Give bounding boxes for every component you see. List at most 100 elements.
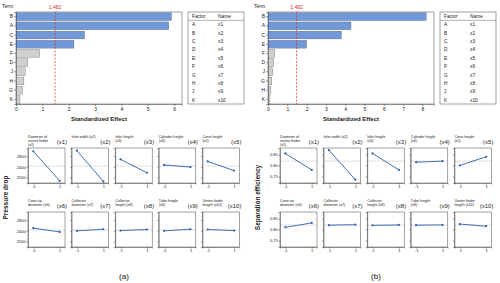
tick-mark	[14, 99, 16, 100]
reference-line	[296, 12, 297, 104]
tick: 2	[306, 104, 309, 112]
tick-mark	[27, 220, 29, 221]
plot-frame	[324, 212, 361, 247]
tick-label: G	[261, 78, 265, 84]
point	[146, 172, 148, 174]
tick: 1	[398, 183, 401, 189]
point	[119, 229, 121, 231]
tick	[114, 242, 116, 243]
tick: 2	[68, 104, 71, 112]
plot-frame	[454, 148, 491, 183]
axis	[409, 149, 411, 184]
table-cell: H	[444, 81, 448, 86]
axis: 012345678	[267, 104, 434, 112]
axis-line	[157, 213, 159, 248]
subplot: Inlet width (x2)(x2)-11	[322, 135, 363, 190]
tick-label: -1	[76, 248, 80, 253]
subplot-title: Collectorheight (x8)	[115, 199, 132, 207]
bars	[16, 12, 171, 104]
tick	[70, 156, 72, 157]
tick: 0	[267, 104, 270, 112]
tick	[114, 156, 116, 157]
plot-frame	[280, 148, 317, 183]
subplot-title: Inlet width (x2)	[324, 135, 348, 139]
bar	[16, 22, 169, 30]
point	[485, 225, 487, 227]
tick-mark	[409, 240, 411, 241]
tick: G	[9, 87, 16, 93]
tick-label: 0.85	[270, 216, 279, 221]
axis	[322, 149, 324, 184]
tick-label: -1	[415, 184, 419, 189]
table-cell: A	[444, 22, 448, 27]
subplot-title: Cone height(x5)	[454, 135, 474, 143]
tick-label: 1	[41, 106, 44, 112]
tick: A	[262, 22, 268, 28]
tick-label: 1	[355, 184, 358, 189]
tick-mark	[157, 156, 159, 157]
tick-mark	[366, 230, 368, 231]
subplot-title: Tube height(x9)	[411, 199, 430, 207]
tick	[70, 178, 72, 179]
plot-frame	[202, 148, 239, 183]
tick	[157, 231, 159, 232]
plot-frame	[159, 212, 196, 247]
tick	[201, 178, 203, 179]
tick-label: A	[262, 22, 266, 28]
table-rule	[188, 20, 244, 21]
title-line: (x4)	[411, 139, 417, 143]
tick	[322, 176, 324, 177]
tick-label: 2400	[17, 165, 27, 170]
subplot-title: Inlet height(x3)	[115, 135, 133, 143]
tick-mark	[27, 242, 29, 243]
point	[311, 169, 313, 171]
tick	[453, 219, 455, 220]
tick: 2000	[17, 239, 28, 244]
line	[164, 165, 190, 167]
point	[354, 224, 356, 226]
axis: -11	[203, 183, 240, 189]
table-cell: F	[444, 64, 447, 69]
point	[189, 166, 191, 168]
tick	[366, 155, 368, 156]
subplot: Collectorheight (x8)(x8)-11	[114, 199, 155, 254]
line	[372, 153, 398, 169]
tick: 3	[94, 104, 97, 112]
tick	[201, 167, 203, 168]
tick-mark	[70, 178, 72, 179]
tick-label: 1	[442, 184, 445, 189]
tick-label: 4	[344, 106, 347, 112]
point	[32, 227, 34, 229]
tick-mark	[157, 178, 159, 179]
line	[164, 229, 190, 231]
bar	[16, 68, 25, 76]
tick: 0.80	[270, 227, 280, 232]
title-line: length (x10)	[202, 203, 221, 207]
line	[285, 223, 311, 227]
subplot-label: (x5)	[483, 139, 493, 145]
tick-mark	[14, 71, 16, 72]
title-line: height (x8)	[367, 203, 384, 207]
table-rule	[440, 20, 496, 21]
table-cell: x4	[218, 47, 223, 52]
axis	[453, 213, 455, 248]
axis	[157, 149, 159, 184]
tick-mark	[279, 166, 281, 167]
table-cell: x8	[218, 81, 223, 86]
bar	[16, 13, 171, 21]
marks	[159, 228, 196, 232]
point	[415, 161, 417, 163]
tick	[70, 220, 72, 221]
line	[120, 159, 146, 172]
y-axis-title: Term	[254, 3, 265, 9]
subplot: Cone tipdiameter (x6)(x6)-11200024002800	[17, 199, 67, 254]
tick: -1	[119, 183, 123, 189]
tick-mark	[279, 219, 281, 220]
tick-mark	[409, 219, 411, 220]
tick: 1	[190, 183, 193, 189]
tick-label: 1	[311, 248, 314, 253]
tick-mark	[409, 230, 411, 231]
tick-label: 1	[59, 184, 62, 189]
subplot: Inlet height(x3)(x3)-11	[114, 135, 155, 190]
subplot-title: Cone height(x5)	[202, 135, 222, 143]
